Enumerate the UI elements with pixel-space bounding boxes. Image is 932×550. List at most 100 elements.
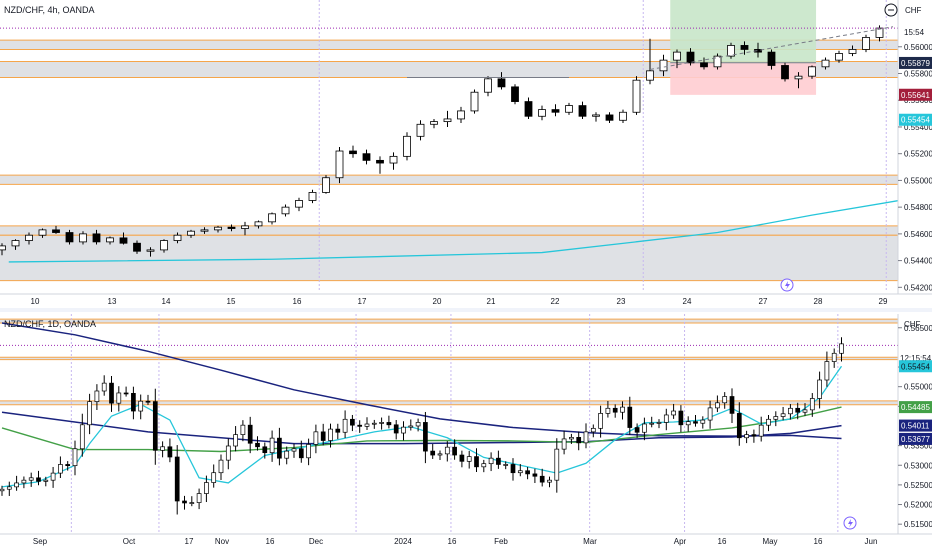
bottom-candle <box>350 418 355 426</box>
bottom-candle <box>700 419 706 424</box>
bottom-price-badge-label: 0.53677 <box>901 435 930 444</box>
top-candle <box>578 105 587 117</box>
bottom-candle <box>663 414 669 423</box>
bottom-candle <box>335 428 341 433</box>
bottom-candle <box>211 472 217 483</box>
bottom-chart-panel[interactable]: NZD/CHF, 1D, OANDA CHF 12:15:54 0.56500 0… <box>0 314 932 546</box>
bottom-zone-0 <box>0 319 898 324</box>
top-candle <box>659 59 668 72</box>
bottom-price-badge-label: 0.55454 <box>901 362 930 371</box>
bottom-candle <box>342 418 348 433</box>
top-zone-0 <box>0 225 898 236</box>
bottom-ema-200 <box>1 322 842 440</box>
bottom-candle <box>517 470 523 474</box>
top-candle <box>646 70 654 81</box>
top-candle <box>686 51 695 64</box>
bottom-candle <box>277 437 282 459</box>
top-candle <box>592 114 600 117</box>
top-candle <box>200 229 209 232</box>
top-price-axis[interactable] <box>898 0 932 294</box>
top-settings-icon[interactable] <box>884 3 898 17</box>
top-zone-2 <box>0 175 898 185</box>
top-candle <box>119 237 128 244</box>
top-candle <box>187 230 195 236</box>
top-x-tick-label: 10 <box>31 297 40 306</box>
bottom-candle <box>138 400 144 412</box>
top-candle <box>281 206 290 215</box>
top-x-ticks: 10 13 14 15 16 17 20 21 22 23 24 27 28 29 <box>31 297 888 306</box>
bottom-candle <box>620 406 625 413</box>
top-x-tick-label: 15 <box>227 297 236 306</box>
top-drawings <box>0 26 898 79</box>
bottom-candle <box>671 410 676 416</box>
top-candle <box>767 51 776 66</box>
bottom-ema-100 <box>1 411 842 445</box>
bottom-x-tick-label: Oct <box>123 537 136 546</box>
bottom-candle <box>94 390 100 402</box>
bottom-candle <box>233 434 238 447</box>
bottom-candle <box>167 446 173 458</box>
top-candle <box>173 234 182 241</box>
bottom-candle <box>693 421 698 424</box>
top-candle <box>92 233 101 243</box>
top-x-tick-label: 27 <box>759 297 768 306</box>
bottom-candle <box>795 407 801 413</box>
bottom-time-lines <box>70 314 839 534</box>
bottom-candle <box>393 424 399 434</box>
bottom-candle <box>131 393 136 412</box>
top-x-tick-label: 22 <box>551 297 560 306</box>
bottom-candle <box>481 463 487 468</box>
bottom-candle <box>189 502 195 504</box>
top-x-tick-label: 21 <box>487 297 496 306</box>
bottom-candle <box>474 456 479 468</box>
bottom-candle <box>101 382 107 392</box>
top-candle <box>11 240 20 247</box>
bottom-zone-1 <box>0 357 898 360</box>
long-position-tool[interactable] <box>670 0 817 95</box>
top-flash-icon[interactable] <box>780 278 794 292</box>
bottom-y-tick-label: 0.52500 <box>904 481 932 490</box>
top-x-tick-label: 28 <box>814 297 823 306</box>
bottom-ema-50 <box>1 406 842 453</box>
bottom-candle <box>87 401 92 426</box>
bottom-candle <box>649 422 655 425</box>
bottom-x-tick-label: May <box>762 537 777 546</box>
bottom-candle <box>145 400 151 403</box>
top-ema-path <box>8 194 932 263</box>
bottom-y-tick-label: 0.52000 <box>904 501 932 510</box>
bottom-candle <box>21 479 27 484</box>
bottom-candle <box>0 488 5 492</box>
top-candle <box>430 121 438 125</box>
top-candle <box>632 79 641 113</box>
top-candle <box>133 242 141 252</box>
top-chart-panel[interactable]: NZD/CHF, 4h, OANDA CHF 15:54 0.56000 0.55… <box>0 0 932 306</box>
top-zone-4 <box>0 40 898 50</box>
top-candle <box>376 159 384 164</box>
bottom-candle <box>444 446 450 455</box>
bottom-candle <box>466 456 472 462</box>
bottom-x-tick-label: Feb <box>494 537 508 546</box>
top-candle <box>389 155 398 164</box>
top-price-badge-label: 0.55879 <box>901 59 930 68</box>
top-y-tick-label: 0.55400 <box>904 123 932 132</box>
top-candle <box>0 245 6 251</box>
bottom-x-tick-label: Mar <box>583 537 597 546</box>
bottom-candles <box>0 337 844 515</box>
top-candle <box>403 135 411 157</box>
top-price-badge-label: 0.55454 <box>901 116 930 125</box>
bottom-price-badge-label: 0.54485 <box>901 403 930 412</box>
pane-divider[interactable] <box>0 308 932 312</box>
bottom-flash-icon[interactable] <box>843 516 857 530</box>
top-candle <box>25 234 33 241</box>
bottom-candle <box>766 418 771 426</box>
bottom-candle <box>65 464 71 466</box>
top-candle <box>322 177 330 193</box>
bottom-candle <box>415 422 421 427</box>
bottom-x-tick-label: 17 <box>185 537 194 546</box>
bottom-y-tick-label: 0.53500 <box>904 442 932 451</box>
top-candle <box>700 62 708 68</box>
bottom-sr-zones <box>0 318 898 406</box>
top-candle <box>268 213 276 223</box>
top-candle <box>241 225 249 229</box>
